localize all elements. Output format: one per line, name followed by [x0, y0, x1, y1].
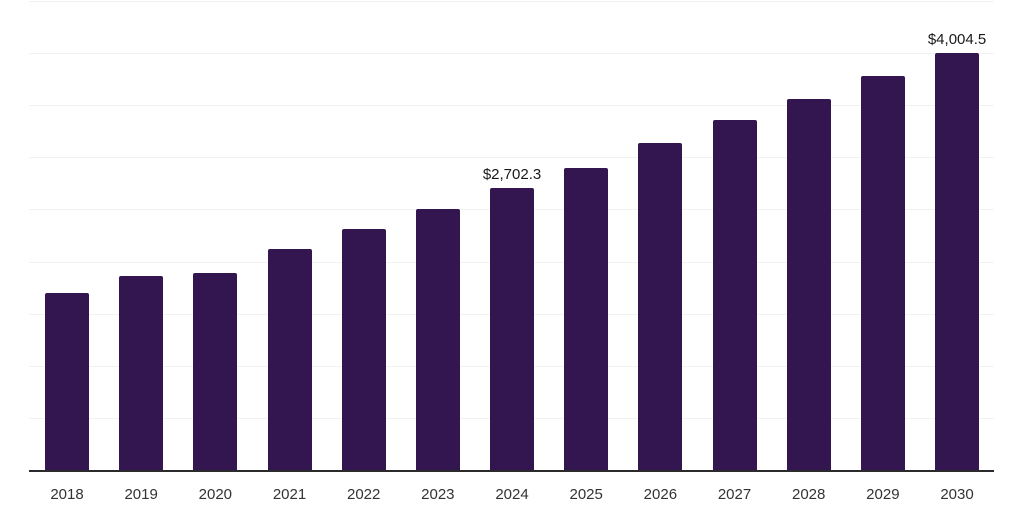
- x-axis-line: [29, 470, 994, 472]
- x-tick-2023: 2023: [421, 486, 455, 503]
- x-tick-2026: 2026: [643, 486, 678, 503]
- x-tick-2027: 2027: [717, 486, 752, 503]
- bar-2020: [193, 273, 238, 470]
- bar-2030: [935, 52, 980, 470]
- x-tick-2018: 2018: [50, 486, 84, 503]
- x-tick-2028: 2028: [792, 486, 826, 503]
- bar-2026: [638, 142, 683, 470]
- gridline-3000: [29, 157, 994, 159]
- bar-2019: [119, 275, 164, 470]
- bar-2029: [860, 76, 905, 470]
- bar-2024: [490, 188, 535, 470]
- bar-2027: [712, 119, 757, 470]
- gridline-4500: [29, 1, 994, 2]
- bar-2023: [415, 209, 460, 470]
- bar-2028: [786, 98, 831, 470]
- x-tick-2029: 2029: [866, 486, 900, 503]
- x-tick-2030: 2030: [940, 486, 974, 503]
- x-tick-2019: 2019: [124, 486, 158, 503]
- x-tick-2021: 2021: [272, 486, 307, 503]
- x-tick-2025: 2025: [569, 486, 603, 503]
- bar-2018: [45, 293, 89, 470]
- bar-2022: [341, 229, 386, 470]
- bar-2021: [267, 248, 312, 470]
- x-tick-2022: 2022: [346, 486, 381, 503]
- data-label-2024: $2,702.3: [482, 166, 542, 184]
- gridline-3500: [29, 105, 994, 107]
- bar-2025: [564, 168, 609, 470]
- data-label-2030: $4,004.5: [927, 30, 987, 48]
- x-tick-2020: 2020: [198, 486, 233, 503]
- gridline-4000: [29, 53, 994, 55]
- x-tick-2024: 2024: [495, 486, 529, 503]
